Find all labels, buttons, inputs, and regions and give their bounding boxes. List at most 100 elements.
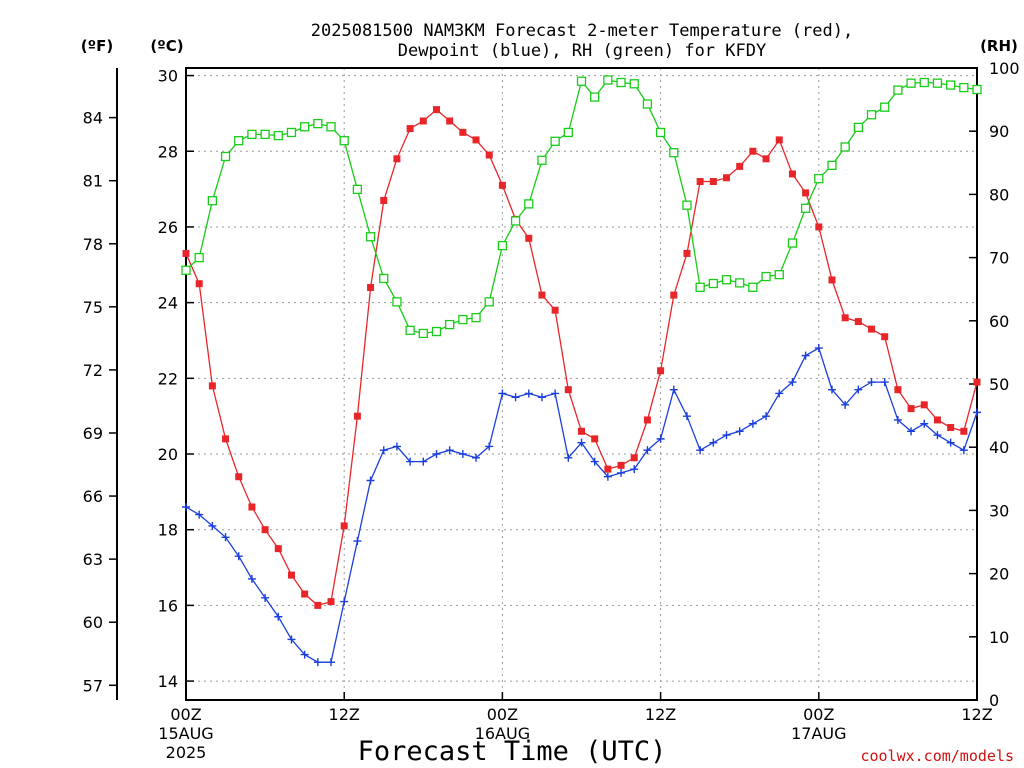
2-meter-temperature-point [182,249,190,257]
fahrenheit-tick-label: 60 [83,613,103,632]
fahrenheit-tick-label: 57 [83,676,103,695]
dewpoint-point [656,434,665,443]
dewpoint-point [379,446,388,455]
rh-point [220,151,231,162]
dewpoint-point [722,431,731,440]
dewpoint-point [827,385,836,394]
dewpoint-point [669,385,678,394]
rh-point [629,79,639,89]
rh-point [286,127,297,138]
2-meter-temperature-point [419,117,427,125]
2-meter-temperature-point [327,598,335,606]
celsius-tick-label: 24 [158,294,178,313]
2-meter-temperature-point [340,522,348,530]
2-meter-temperature-point [222,435,230,443]
2-meter-temperature-point [723,174,731,182]
x-tick-label: 2025 [166,743,207,762]
rh-point [603,75,613,85]
rh-point [774,270,784,280]
celsius-tick-label: 14 [158,672,178,691]
rh-point [695,282,705,292]
rh-point [576,76,587,86]
rh-point [313,118,323,129]
dewpoint-point [340,597,349,606]
fahrenheit-tick-label: 84 [83,109,103,128]
dewpoint-point [182,502,190,511]
dewpoint-point [801,351,810,360]
dewpoint-point [973,408,981,417]
2-meter-temperature-point [538,291,546,299]
dewpoint-point [208,521,217,530]
rh-point [800,203,811,213]
2-meter-temperature-point [736,162,744,170]
rh-point [827,160,837,170]
dewpoint-point [261,593,270,602]
dewpoint-point [537,393,546,402]
rh-point [207,196,218,206]
2-meter-temperature-point [208,382,216,390]
dewpoint-point [511,393,520,402]
2-meter-temperature-point [195,280,203,288]
rh-point [194,252,204,263]
dewpoint-point [762,412,771,421]
dewpoint-point [814,344,823,353]
rh-tick-label: 20 [989,565,1009,584]
celsius-tick-label: 20 [158,445,178,464]
2-meter-temperature-point [564,386,572,394]
2-meter-temperature-point [472,136,480,144]
rh-point [458,314,468,325]
2-meter-temperature-point [406,125,414,133]
2-meter-temperature-point [709,178,717,186]
rh-point [880,102,890,112]
2-meter-temperature-point [788,170,796,178]
dewpoint-point [392,442,401,451]
rh-point [616,77,626,88]
credit-label: coolwx.com/models [860,747,1014,765]
2-meter-temperature-point [907,405,915,413]
dewpoint-point [524,389,533,398]
dewpoint-point [775,389,784,398]
x-tick-label: 00Z [170,705,201,724]
rh-tick-label: 40 [989,438,1009,457]
dewpoint-point [577,438,586,447]
dewpoint-point [748,419,757,428]
dewpoint-point [353,537,362,546]
2-meter-temperature-point [802,189,810,197]
x-tick-label: 17AUG [791,724,846,743]
2-meter-temperature-point [894,386,902,394]
x-tick-label: 16AUG [475,724,530,743]
rh-tick-label: 80 [989,185,1009,204]
dewpoint-point [445,446,454,455]
rh-point [405,325,415,335]
2-meter-temperature-point [248,503,256,511]
dewpoint-point [472,453,481,462]
2-meter-temperature-point [947,424,955,432]
dewpoint-point [959,446,968,455]
2-meter-temperature-point [815,223,823,231]
rh-line [185,79,978,335]
rh-point [563,127,573,138]
dewpoint-point [682,412,691,421]
rh-point [919,77,929,88]
2-meter-temperature-point [933,416,941,424]
dewpoint-point [300,650,309,659]
x-tick-label: 00Z [487,705,518,724]
dewpoint-point [735,427,744,436]
2-meter-temperature-point [485,151,493,159]
dewpoint-point [946,438,955,447]
dewpoint-point [485,442,494,451]
2-meter-temperature-point [367,283,375,291]
rh-point [906,78,916,88]
2-meter-temperature-point [920,401,928,409]
rh-point [932,78,943,88]
rh-point [761,271,771,282]
rh-tick-label: 60 [989,312,1009,331]
2-meter-temperature-point [525,234,533,242]
dewpoint-point [419,457,428,466]
rh-point [181,265,191,275]
dewpoint-point [287,635,296,644]
celsius-tick-label: 26 [158,218,178,237]
2-meter-temperature-series [182,106,981,609]
rh-point [853,122,863,133]
rh-point [484,297,494,307]
